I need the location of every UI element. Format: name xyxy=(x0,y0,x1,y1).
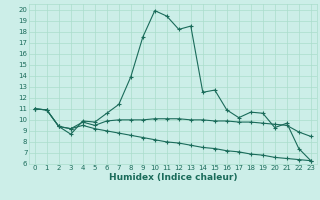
X-axis label: Humidex (Indice chaleur): Humidex (Indice chaleur) xyxy=(108,173,237,182)
